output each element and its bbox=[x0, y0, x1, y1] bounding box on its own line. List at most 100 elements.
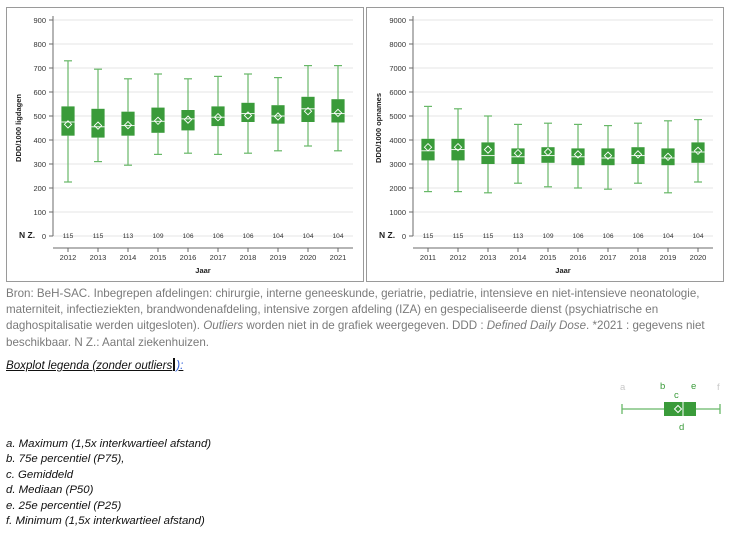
chart-panel-ligdagen: 0 100 200 300 400 500 600 700 800 900 DDD/1000 lig… bbox=[6, 7, 364, 282]
legend-list: a. Maximum (1,5x interkwartieel afstand)… bbox=[6, 437, 211, 529]
n-count-label: 106 bbox=[212, 233, 223, 240]
legend-letter-f: f bbox=[717, 382, 720, 393]
chart-panel-opnames: 0 1000 2000 3000 4000 5000 6000 7000 8000 9000 DDD… bbox=[366, 7, 724, 282]
y-tick-label: 8000 bbox=[389, 40, 406, 49]
n-count-label: 115 bbox=[483, 233, 494, 240]
source-text-1: Bron: BeH-SAC. Inbegrepen afdelingen: ch… bbox=[6, 287, 700, 333]
n-count-label: 104 bbox=[332, 233, 343, 240]
n-count-label: 115 bbox=[453, 233, 464, 240]
source-ddd: Defined Daily Dose bbox=[486, 319, 587, 333]
n-count-label: 106 bbox=[242, 233, 253, 240]
source-outliers: Outliers bbox=[203, 319, 244, 333]
x-tick-label: 2015 bbox=[150, 253, 167, 262]
legend-item-median: d. Mediaan (P50) bbox=[6, 484, 94, 497]
y-tick-label: 5000 bbox=[389, 112, 406, 121]
mean-diamond bbox=[573, 150, 583, 159]
n-count-label: 115 bbox=[63, 233, 74, 240]
mean-diamond bbox=[273, 112, 283, 121]
mean-diamond bbox=[243, 111, 253, 120]
legend-title-text: Boxplot legenda (zonder outliers bbox=[6, 359, 173, 372]
n-count-label: 104 bbox=[302, 233, 313, 240]
box bbox=[301, 96, 315, 122]
legend-letter-c: c bbox=[674, 390, 679, 401]
box bbox=[211, 106, 225, 127]
boxplot-chart-opnames: 0 1000 2000 3000 4000 5000 6000 7000 8000 9000 DDD… bbox=[374, 16, 713, 275]
x-tick-label: 2016 bbox=[570, 253, 587, 262]
n-count-label: 109 bbox=[542, 233, 553, 240]
x-tick-label: 2017 bbox=[210, 253, 227, 262]
x-tick-label: 2021 bbox=[330, 253, 347, 262]
mean-diamond bbox=[183, 115, 193, 124]
y-tick-label: 400 bbox=[33, 136, 46, 145]
n-count-label: 106 bbox=[602, 233, 613, 240]
y-tick-label: 1000 bbox=[389, 208, 406, 217]
box bbox=[601, 148, 615, 166]
legend-item-mean: c. Gemiddeld bbox=[6, 468, 74, 481]
y-tick-label: 0 bbox=[42, 232, 46, 241]
legend-letter-e: e bbox=[691, 381, 696, 392]
x-tick-label: 2013 bbox=[480, 253, 497, 262]
x-tick-label: 2019 bbox=[660, 253, 677, 262]
mean-diamond bbox=[423, 142, 433, 152]
y-tick-label: 500 bbox=[33, 112, 46, 121]
legend-mean-diamond bbox=[673, 404, 683, 414]
x-axis-title: Jaar bbox=[555, 266, 571, 275]
x-tick-label: 2014 bbox=[510, 253, 527, 262]
y-tick-label: 4000 bbox=[389, 136, 406, 145]
mean-diamond bbox=[453, 142, 463, 152]
mean-diamond bbox=[213, 112, 223, 122]
x-tick-label: 2011 bbox=[420, 253, 436, 262]
n-label: N Z. bbox=[379, 230, 395, 240]
mean-diamond bbox=[483, 145, 493, 154]
mean-diamond bbox=[513, 148, 523, 158]
source-text-3: . *2021 : gegevens niet beschikbaar. N Z… bbox=[6, 319, 705, 349]
y-tick-label: 0 bbox=[402, 232, 406, 241]
y-tick-label: 7000 bbox=[389, 64, 406, 73]
mean-diamond bbox=[333, 108, 343, 118]
legend-title: Boxplot legenda (zonder outliers): bbox=[6, 358, 183, 372]
n-count-label: 106 bbox=[632, 233, 643, 240]
source-note: Bron: BeH-SAC. Inbegrepen afdelingen: ch… bbox=[6, 286, 736, 351]
legend-title-link[interactable]: ): bbox=[176, 359, 184, 372]
box bbox=[661, 148, 675, 166]
x-tick-label: 2015 bbox=[540, 253, 557, 262]
x-tick-label: 2013 bbox=[90, 253, 107, 262]
n-count-label: 113 bbox=[123, 233, 134, 240]
x-tick-label: 2012 bbox=[450, 253, 467, 262]
n-count-label: 113 bbox=[513, 233, 524, 240]
y-tick-label: 900 bbox=[33, 16, 46, 25]
box bbox=[151, 107, 165, 133]
mean-diamond bbox=[543, 147, 553, 157]
x-tick-label: 2020 bbox=[690, 253, 707, 262]
x-tick-label: 2014 bbox=[120, 253, 137, 262]
x-tick-label: 2012 bbox=[60, 253, 77, 262]
x-tick-label: 2018 bbox=[240, 253, 257, 262]
y-tick-label: 2000 bbox=[389, 184, 406, 193]
mean-diamond bbox=[633, 150, 643, 159]
y-tick-label: 600 bbox=[33, 88, 46, 97]
legend-letter-b: b bbox=[660, 381, 665, 392]
n-count-label: 115 bbox=[93, 233, 104, 240]
y-tick-label: 9000 bbox=[389, 16, 406, 25]
mean-diamond bbox=[123, 120, 133, 130]
boxplot-chart-ligdagen: 0 100 200 300 400 500 600 700 800 900 DDD/1000 lig… bbox=[14, 16, 353, 275]
legend-box bbox=[664, 402, 696, 416]
box bbox=[331, 99, 345, 123]
box bbox=[121, 111, 135, 136]
legend-item-minimum: f. Minimum (1,5x interkwartieel afstand) bbox=[6, 515, 205, 528]
n-count-label: 104 bbox=[662, 233, 673, 240]
legend-item-p75: b. 75e percentiel (P75), bbox=[6, 453, 125, 466]
y-tick-label: 200 bbox=[33, 184, 46, 193]
y-axis-title: DDD/1000 opnames bbox=[374, 93, 383, 163]
n-count-label: 109 bbox=[152, 233, 163, 240]
mean-diamond bbox=[93, 121, 103, 130]
box bbox=[181, 110, 195, 131]
y-tick-label: 700 bbox=[33, 64, 46, 73]
x-tick-label: 2020 bbox=[300, 253, 317, 262]
y-tick-label: 6000 bbox=[389, 88, 406, 97]
mean-diamond bbox=[153, 116, 163, 126]
box bbox=[421, 138, 435, 161]
mean-diamond bbox=[303, 106, 313, 116]
text-cursor bbox=[173, 358, 176, 371]
legend-letter-d: d bbox=[679, 422, 684, 433]
